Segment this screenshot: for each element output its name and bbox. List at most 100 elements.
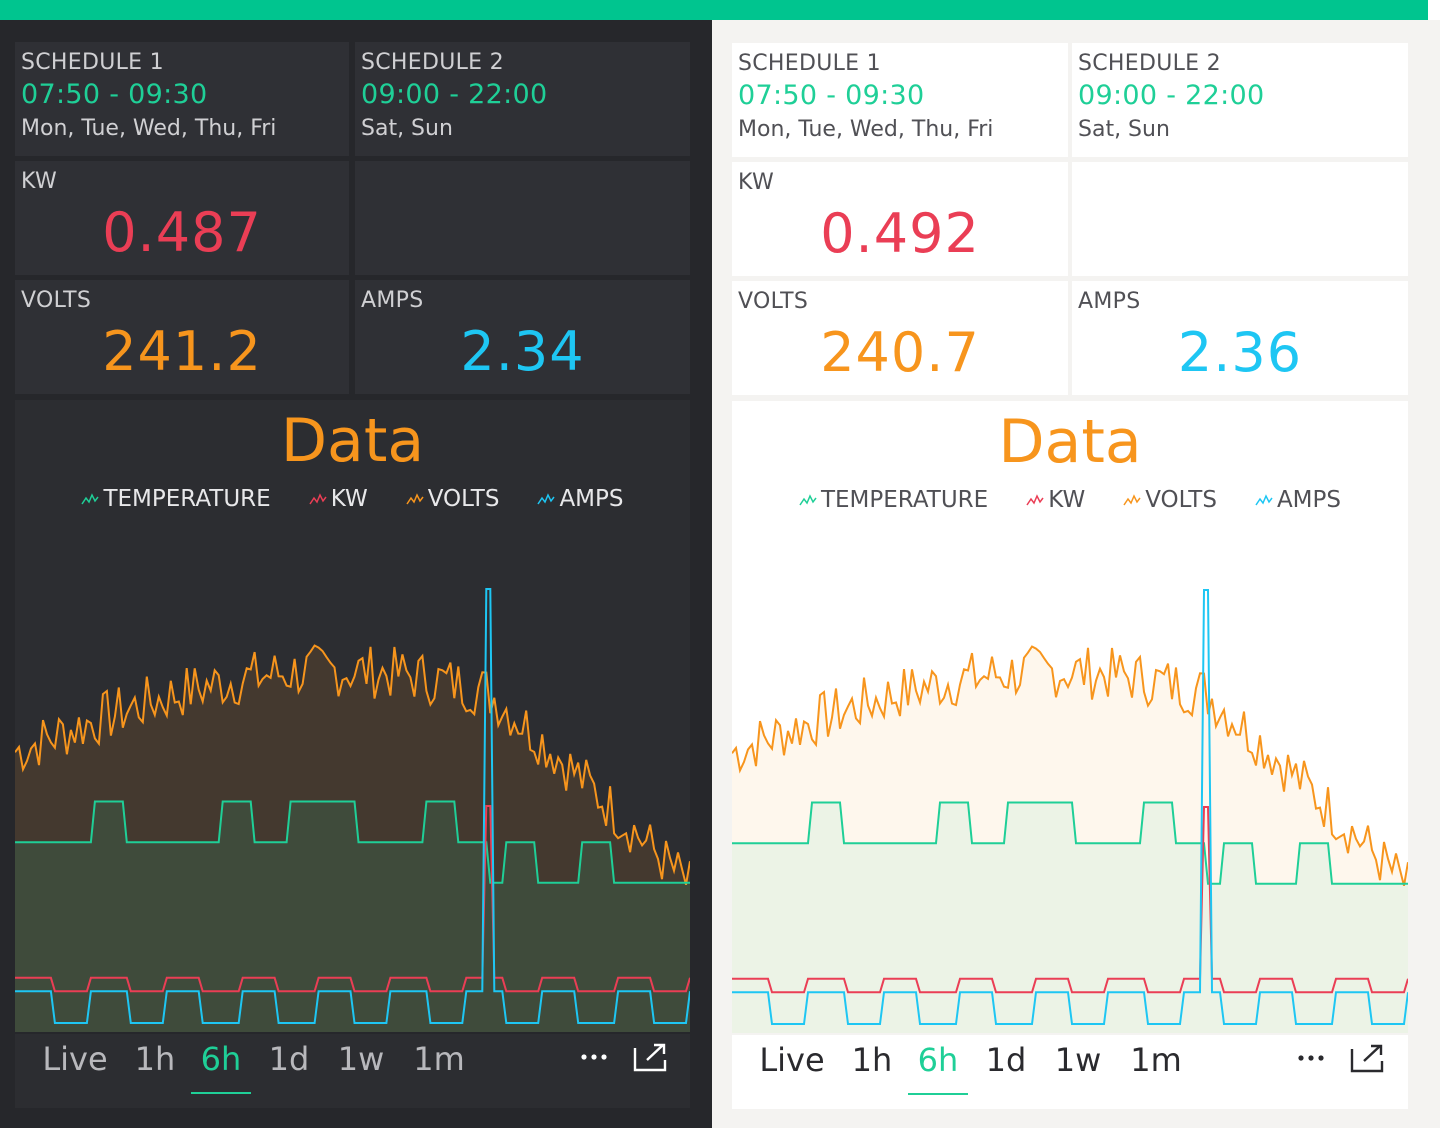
legend-amps[interactable]: AMPS: [1255, 487, 1341, 513]
range-6h-button[interactable]: 6h: [917, 1041, 959, 1079]
volts-label: VOLTS: [21, 288, 92, 313]
volts-tile: VOLTS 241.2: [15, 280, 349, 394]
top-bar-edge: [1428, 0, 1440, 20]
chart-title: Data: [998, 407, 1142, 477]
range-1h-button[interactable]: 1h: [134, 1040, 176, 1078]
range-1m-button[interactable]: 1m: [413, 1040, 465, 1078]
export-icon[interactable]: [1350, 1043, 1384, 1073]
schedule-2-tile[interactable]: SCHEDULE 2 09:00 - 22:00 Sat, Sun: [1072, 43, 1408, 157]
legend-volts[interactable]: VOLTS: [1123, 487, 1217, 513]
amps-series-line: [732, 589, 1408, 1025]
range-live-button[interactable]: Live: [759, 1041, 825, 1079]
legend-volts[interactable]: VOLTS: [406, 486, 500, 512]
data-chart-tile: Data TEMPERATURE KW VOLTS AMPS: [732, 401, 1408, 1033]
legend-amps[interactable]: AMPS: [537, 486, 624, 512]
range-1m-button[interactable]: 1m: [1130, 1041, 1182, 1079]
schedule-1-days: Mon, Tue, Wed, Thu, Fri: [738, 117, 994, 142]
schedule-2-days: Sat, Sun: [1078, 117, 1170, 142]
more-horizontal-icon[interactable]: [578, 1042, 610, 1072]
legend-temperature-label: TEMPERATURE: [820, 487, 989, 513]
kw-label: KW: [21, 169, 57, 194]
temperature-line-icon: [81, 493, 100, 505]
range-1d-button[interactable]: 1d: [268, 1040, 310, 1078]
range-1h-button[interactable]: 1h: [851, 1041, 893, 1079]
legend-amps-label: AMPS: [1276, 487, 1342, 513]
time-range-bar: Live 1h 6h 1d 1w 1m: [15, 1034, 690, 1108]
schedule-2-tile[interactable]: SCHEDULE 2 09:00 - 22:00 Sat, Sun: [355, 42, 690, 156]
volts-tile: VOLTS 240.7: [732, 281, 1068, 395]
amps-value: 2.34: [460, 320, 585, 383]
volts-area: [15, 645, 690, 1032]
volts-line-icon: [406, 493, 424, 505]
temperature-series-line: [732, 801, 1408, 885]
range-6h-button[interactable]: 6h: [200, 1040, 242, 1078]
amps-tile: AMPS 2.36: [1072, 281, 1408, 395]
amps-line-icon: [1255, 494, 1273, 506]
kw-series-line: [732, 806, 1408, 994]
kw-value: 0.492: [820, 202, 980, 265]
legend-temperature[interactable]: TEMPERATURE: [81, 486, 271, 512]
legend-amps-label: AMPS: [559, 486, 624, 512]
schedule-1-tile[interactable]: SCHEDULE 1 07:50 - 09:30 Mon, Tue, Wed, …: [15, 42, 349, 156]
export-icon[interactable]: [633, 1042, 667, 1072]
legend-kw-label: KW: [1048, 487, 1086, 513]
amps-value: 2.36: [1177, 321, 1303, 384]
legend-kw[interactable]: KW: [309, 486, 368, 512]
temperature-line-icon: [799, 494, 817, 506]
line-chart-plot[interactable]: [15, 560, 690, 1032]
schedule-1-label: SCHEDULE 1: [738, 51, 881, 76]
empty-tile: [355, 161, 690, 275]
amps-label: AMPS: [1078, 289, 1141, 314]
data-chart-tile: Data TEMPERATURE KW VOLTS AMPS: [15, 400, 690, 1032]
dark-dashboard-panel: SCHEDULE 1 07:50 - 09:30 Mon, Tue, Wed, …: [0, 20, 712, 1128]
amps-label: AMPS: [361, 288, 424, 313]
range-live-button[interactable]: Live: [42, 1040, 108, 1078]
schedule-2-time: 09:00 - 22:00: [361, 79, 548, 110]
more-horizontal-icon[interactable]: [1295, 1043, 1327, 1073]
legend-kw-label: KW: [330, 486, 368, 512]
volts-series-line: [732, 645, 1408, 887]
schedule-1-time: 07:50 - 09:30: [738, 80, 925, 111]
kw-line-icon: [1026, 494, 1044, 506]
chart-legend: TEMPERATURE KW VOLTS AMPS: [732, 487, 1408, 513]
schedule-2-time: 09:00 - 22:00: [1078, 80, 1265, 111]
kw-tile: KW 0.492: [732, 162, 1068, 276]
legend-volts-label: VOLTS: [427, 486, 500, 512]
schedule-1-time: 07:50 - 09:30: [21, 79, 208, 110]
volts-series-line: [15, 644, 690, 886]
active-range-underline: [908, 1093, 968, 1095]
range-1w-button[interactable]: 1w: [1054, 1041, 1102, 1079]
light-dashboard-panel: SCHEDULE 1 07:50 - 09:30 Mon, Tue, Wed, …: [712, 20, 1440, 1128]
schedule-2-label: SCHEDULE 2: [361, 50, 504, 75]
kw-tile: KW 0.487: [15, 161, 349, 275]
amps-line-icon: [537, 493, 556, 505]
legend-temperature[interactable]: TEMPERATURE: [799, 487, 988, 513]
temperature-area: [15, 801, 690, 1032]
line-chart-plot[interactable]: [732, 561, 1408, 1033]
range-1d-button[interactable]: 1d: [985, 1041, 1027, 1079]
schedule-1-days: Mon, Tue, Wed, Thu, Fri: [21, 116, 277, 141]
amps-series-line: [15, 588, 690, 1024]
amps-tile: AMPS 2.34: [355, 280, 690, 394]
schedule-2-days: Sat, Sun: [361, 116, 453, 141]
kw-value: 0.487: [102, 201, 262, 264]
volts-value: 241.2: [102, 320, 262, 383]
schedule-2-label: SCHEDULE 2: [1078, 51, 1221, 76]
active-range-underline: [191, 1092, 251, 1094]
empty-tile: [1072, 162, 1408, 276]
schedule-1-tile[interactable]: SCHEDULE 1 07:50 - 09:30 Mon, Tue, Wed, …: [732, 43, 1068, 157]
temperature-area: [732, 802, 1408, 1033]
volts-line-icon: [1123, 494, 1141, 506]
legend-volts-label: VOLTS: [1145, 487, 1217, 513]
kw-line-icon: [309, 493, 327, 505]
temperature-series-line: [15, 800, 690, 884]
volts-area: [732, 646, 1408, 1033]
range-1w-button[interactable]: 1w: [337, 1040, 385, 1078]
top-status-bar: [0, 0, 1440, 20]
volts-value: 240.7: [820, 321, 980, 384]
volts-label: VOLTS: [738, 289, 809, 314]
kw-series-line: [15, 805, 690, 993]
chart-title: Data: [280, 406, 425, 476]
legend-kw[interactable]: KW: [1026, 487, 1085, 513]
schedule-1-label: SCHEDULE 1: [21, 50, 164, 75]
